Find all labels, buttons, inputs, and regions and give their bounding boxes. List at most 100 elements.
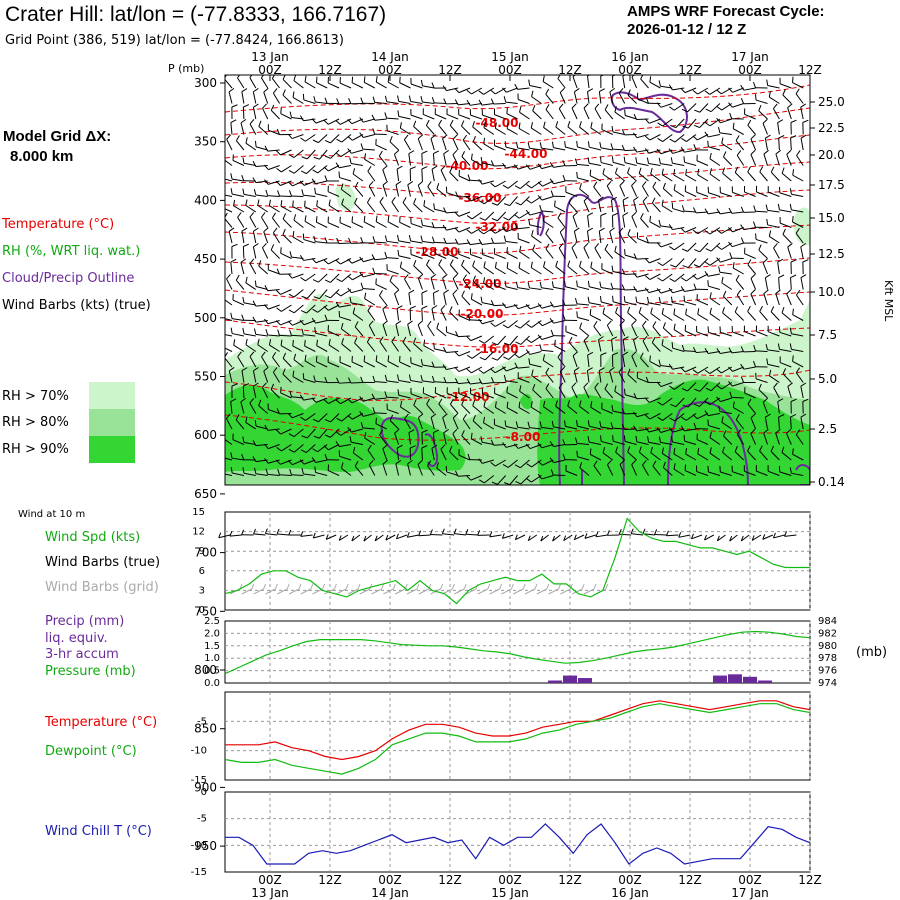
wind-barb (314, 187, 328, 197)
wind-barb-flag (704, 410, 709, 416)
wind-barb-flag (790, 119, 797, 123)
wind-barb (375, 278, 387, 290)
wind-barb-shaft (363, 397, 375, 402)
wind-barb-flag (622, 212, 629, 217)
wind-barb-shaft (280, 459, 292, 465)
wind-barb-flag (311, 397, 317, 403)
wind-barb-flag (545, 88, 550, 95)
wind-barb (557, 352, 566, 368)
wind-barb (394, 428, 400, 445)
wind-barb-shaft (627, 373, 637, 383)
wind-barb-shaft (571, 247, 578, 259)
wind-barb-shaft (506, 392, 518, 399)
wind-barb-flag (396, 444, 403, 449)
wind-barb-shaft (750, 417, 757, 430)
wind-barb-shaft (624, 301, 637, 306)
wind-barb-flag (324, 376, 328, 383)
wind-barb-shaft (763, 432, 768, 445)
wind-barb-flag (632, 272, 638, 278)
wind-barb-flag (502, 162, 507, 169)
wind-barb-flag (467, 314, 471, 321)
wind-barb-shaft (435, 392, 447, 399)
wind-barb-flag (506, 122, 509, 129)
wind-barb-flag (587, 420, 590, 427)
wind-barb-shaft (413, 203, 423, 213)
barb-flag (338, 535, 342, 541)
wind-barb-flag (537, 181, 543, 187)
wind-barb-shaft (612, 288, 625, 290)
top-hour-label: 00Z (258, 63, 282, 77)
wind-barb-shaft (363, 134, 375, 138)
surface-wind-barb-true (374, 534, 384, 542)
wind-barb (420, 219, 435, 228)
wind-barb-flag (707, 280, 709, 287)
wind-barb-shaft (483, 282, 495, 290)
wind-barb (327, 356, 340, 368)
wind-barb (709, 307, 721, 321)
wind-barb-flag (506, 107, 508, 114)
wind-barb-shaft (672, 227, 685, 231)
wind-barb-flag (587, 227, 593, 232)
wind-barb (300, 165, 316, 175)
wind-barb-flag (220, 311, 221, 317)
wind-barb-flag (397, 95, 400, 102)
pressure-line (224, 630, 811, 675)
wind-barb (607, 459, 614, 476)
wind-barb-flag (618, 367, 624, 373)
wind-barb (263, 87, 269, 104)
wind-barb-flag (528, 218, 531, 225)
wind-barb (752, 81, 768, 89)
wind-barb (707, 326, 721, 337)
wind-barb (338, 450, 352, 461)
surface-wind-barb-grid (571, 583, 585, 595)
wind-barb-flag (705, 387, 712, 392)
wind-barb-flag (790, 274, 797, 278)
wind-barb-shaft (458, 114, 471, 120)
wind-barb-flag (621, 423, 626, 430)
wind-barb (721, 416, 733, 430)
wind-barb (230, 312, 244, 321)
wind-barb-shaft (601, 162, 613, 166)
wind-barb-flag (397, 110, 400, 117)
wind-barb-flag (440, 444, 446, 450)
wind-barb (612, 212, 619, 228)
wind-barb-flag (257, 199, 260, 206)
wind-barb-flag (466, 215, 473, 220)
wind-barb-shaft (707, 211, 720, 215)
wind-barb-shaft (604, 388, 614, 399)
wind-barb (399, 216, 411, 228)
wind-barb-flag (621, 129, 626, 136)
surface-wind-barb-true (312, 532, 325, 539)
wind-barb (763, 149, 769, 166)
wind-barb (600, 212, 607, 228)
wind-barb-shaft (471, 351, 483, 359)
temperature-y-axis: -15-10-5 (191, 716, 207, 786)
wind-barb-flag (518, 262, 521, 269)
wind-barb-flag (549, 457, 554, 463)
wind-barb (661, 339, 673, 352)
wind-barb (359, 396, 375, 402)
wind-barb-flag (265, 329, 269, 336)
wind-barb-flag (545, 367, 550, 374)
wind-barb-shaft (413, 265, 423, 275)
wind-barb (421, 429, 428, 445)
wind-barb (440, 444, 447, 461)
wind-barb (301, 289, 316, 299)
wind-barb (735, 414, 745, 430)
wind-barb-flag (430, 413, 437, 418)
wind-barb (440, 304, 447, 321)
wind-barb-shaft (461, 435, 471, 445)
wind-barb (422, 108, 435, 120)
wind-barb-flag (354, 460, 359, 467)
wind-barb-flag (258, 399, 262, 406)
wind-barb (537, 163, 554, 170)
wind-barb-shaft (631, 324, 638, 337)
wind-barb-shaft (423, 205, 435, 213)
wind-barb-flag (622, 336, 629, 341)
wind-barb-flag (413, 337, 417, 344)
wind-barb-shaft (319, 149, 328, 160)
wind-barb (611, 336, 618, 352)
wind-barb-flag (312, 139, 319, 144)
wind-barb-flag (795, 227, 800, 234)
wind-barb-shaft (255, 333, 268, 337)
